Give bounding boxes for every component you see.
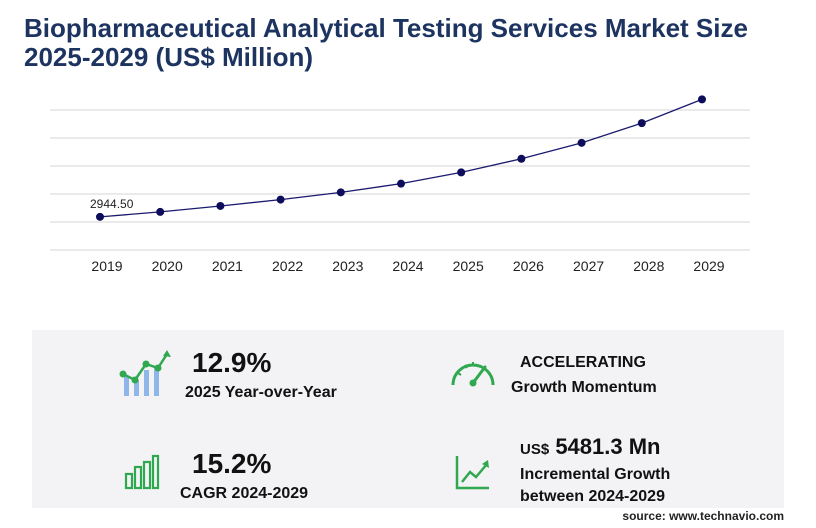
data-point-2024 xyxy=(397,179,405,188)
x-tick-label: 2029 xyxy=(693,258,724,274)
x-tick-label: 2027 xyxy=(573,258,604,274)
trend-up-icon xyxy=(455,456,489,490)
data-point-2027 xyxy=(577,138,586,147)
x-tick-label: 2025 xyxy=(453,258,484,274)
incremental-line-1: Incremental Growth xyxy=(520,466,671,483)
data-point-2028 xyxy=(637,119,646,128)
incremental-value: 5481.3 Mn xyxy=(555,434,661,459)
bar-growth-icon xyxy=(119,350,171,396)
series-line xyxy=(99,98,703,218)
incremental-value-row: US$ 5481.3 Mn xyxy=(520,434,660,460)
momentum-line-2: Growth Momentum xyxy=(511,379,657,396)
cagr-label: CAGR 2024-2029 xyxy=(180,485,309,502)
incremental-currency: US$ xyxy=(520,441,550,458)
title-line-2: 2025-2029 (US$ Million) xyxy=(24,42,313,72)
data-point-2020 xyxy=(156,207,165,216)
x-tick-label: 2022 xyxy=(272,258,303,274)
x-tick-label: 2023 xyxy=(332,258,363,274)
yoy-label: 2025 Year-over-Year xyxy=(185,384,337,401)
data-point-2019 xyxy=(96,212,104,221)
title-line-1: Biopharmaceutical Analytical Testing Ser… xyxy=(24,13,748,43)
x-tick-label: 2020 xyxy=(152,258,183,274)
cagr-value: 15.2% xyxy=(192,448,272,479)
x-tick-label: 2019 xyxy=(91,258,122,274)
data-point-2026 xyxy=(517,154,526,163)
data-point-2021 xyxy=(216,201,225,210)
source-credit: source: www.technavio.com xyxy=(622,509,784,523)
speedometer-icon xyxy=(451,362,495,387)
data-point-2023 xyxy=(336,188,345,197)
x-tick-label: 2021 xyxy=(212,258,243,274)
x-tick-label: 2024 xyxy=(392,258,423,274)
data-point-2022 xyxy=(276,195,285,204)
yoy-value: 12.9% xyxy=(192,347,272,378)
x-tick-label: 2026 xyxy=(513,258,544,274)
data-label: 2944.50 xyxy=(90,197,134,211)
data-point-2025 xyxy=(457,168,466,177)
chart-title: Biopharmaceutical Analytical Testing Ser… xyxy=(24,14,794,72)
incremental-line-2: between 2024-2029 xyxy=(520,488,665,505)
x-tick-label: 2028 xyxy=(633,258,664,274)
data-point-2029 xyxy=(698,95,706,104)
momentum-line-1: ACCELERATING xyxy=(520,354,646,371)
bar-chart-icon xyxy=(124,454,160,490)
line-chart: 2019 2020 2021 2022 2023 2024 2025 2026 2027 2028… xyxy=(50,95,750,274)
